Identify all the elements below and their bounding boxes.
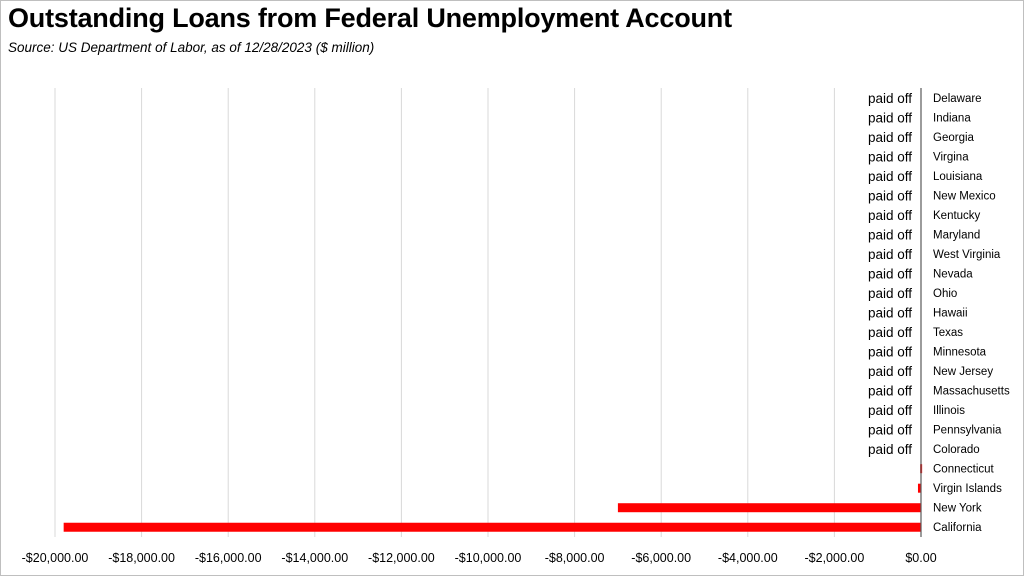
category-label: New Jersey [933, 366, 993, 378]
data-label: paid off [868, 345, 912, 360]
category-label: Delaware [933, 93, 982, 105]
data-label: paid off [868, 364, 912, 379]
category-label: Maryland [933, 229, 980, 241]
data-label: paid off [868, 208, 912, 223]
category-label: Kentucky [933, 210, 981, 222]
category-label: Louisiana [933, 171, 983, 183]
bar [917, 483, 921, 493]
category-label: Indiana [933, 112, 971, 124]
data-label: paid off [868, 423, 912, 438]
category-label: West Virginia [933, 249, 1001, 261]
data-label: paid off [868, 91, 912, 106]
gridlines [54, 88, 835, 537]
category-label: Connecticut [933, 464, 995, 476]
data-label: paid off [868, 403, 912, 418]
category-label: Nevada [933, 268, 973, 280]
x-tick-label: -$12,000.00 [368, 551, 435, 565]
category-label: Pennsylvania [933, 425, 1002, 437]
chart-subtitle: Source: US Department of Labor, as of 12… [8, 40, 375, 55]
bar [617, 503, 921, 513]
data-label: paid off [868, 227, 912, 242]
data-label: paid off [868, 384, 912, 399]
category-label: Illinois [933, 405, 965, 417]
data-label: paid off [868, 325, 912, 340]
chart-title: Outstanding Loans from Federal Unemploym… [8, 3, 732, 33]
category-label: Massachusetts [933, 386, 1010, 398]
data-label: paid off [868, 247, 912, 262]
x-tick-label: -$2,000.00 [805, 551, 865, 565]
bar [63, 522, 922, 532]
category-label: New Mexico [933, 190, 996, 202]
category-label: Virgina [933, 151, 969, 163]
x-tick-label: -$18,000.00 [108, 551, 175, 565]
bars [63, 464, 923, 532]
category-label: Minnesota [933, 347, 987, 359]
x-tick-label: -$20,000.00 [22, 551, 89, 565]
x-tick-label: -$6,000.00 [631, 551, 691, 565]
data-label: paid off [868, 169, 912, 184]
category-label: Hawaii [933, 308, 968, 320]
data-label: paid off [868, 188, 912, 203]
data-label: paid off [868, 266, 912, 281]
category-label: California [933, 522, 982, 534]
data-label: paid off [868, 130, 912, 145]
category-label: Ohio [933, 288, 957, 300]
value-axis: -$20,000.00 -$18,000.00 -$16,000.00 -$14,00… [22, 88, 937, 565]
data-label: paid off [868, 286, 912, 301]
x-tick-label: -$16,000.00 [195, 551, 262, 565]
category-label: Virgin Islands [933, 483, 1002, 495]
data-label: paid off [868, 442, 912, 457]
data-label: paid off [868, 306, 912, 321]
x-tick-label: -$14,000.00 [281, 551, 348, 565]
category-label: New York [933, 503, 982, 515]
data-label: paid off [868, 149, 912, 164]
x-tick-label: -$8,000.00 [545, 551, 605, 565]
x-tick-label: -$10,000.00 [455, 551, 522, 565]
data-label: paid off [868, 110, 912, 125]
x-tick-label: -$4,000.00 [718, 551, 778, 565]
category-label: Georgia [933, 132, 975, 144]
category-label: Colorado [933, 444, 980, 456]
x-tick-label: $0.00 [905, 551, 936, 565]
category-label: Texas [933, 327, 963, 339]
labels: Delaware paid off Indiana paid off Georgia pa… [868, 91, 1010, 534]
